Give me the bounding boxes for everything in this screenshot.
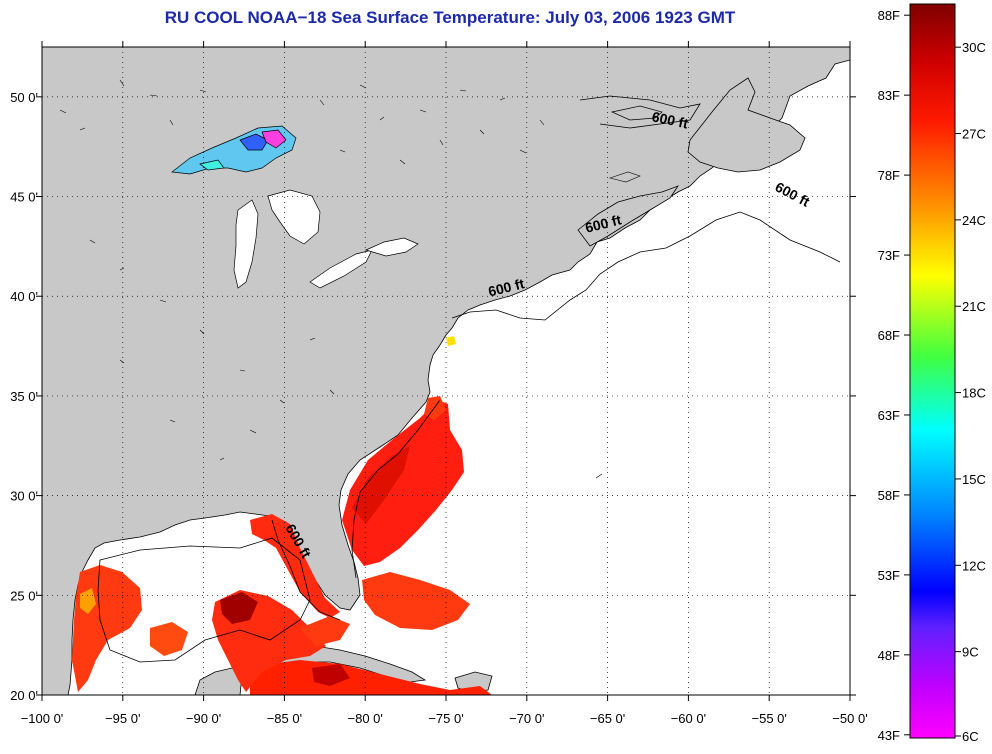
lon-tick-label: −70 0' — [509, 711, 544, 726]
fahrenheit-label: 78F — [878, 168, 900, 183]
fahrenheit-label: 58F — [878, 488, 900, 503]
newfoundland-land — [687, 77, 806, 173]
hispaniola-land — [454, 671, 493, 693]
sst-gulf-pocket — [150, 622, 188, 656]
lon-tick-label: −80 0' — [348, 711, 383, 726]
lat-tick-label: 45 0' — [10, 190, 38, 205]
isobath-label: 600 ft — [650, 108, 689, 131]
fahrenheit-label: 53F — [878, 568, 900, 583]
sst-nj-yellow — [446, 336, 456, 346]
sst-atlantic-se — [342, 400, 464, 566]
sst-atlantic-inner — [352, 446, 410, 524]
lon-tick-label: −60 0' — [671, 711, 706, 726]
lat-tick-label: 20 0' — [10, 688, 38, 703]
isobath-florida-west — [271, 519, 341, 621]
colorbar: 88F 83F 78F 73F 68F 63F 58F 53F 48F 43F 30C 27C 24C… — [878, 3, 986, 744]
lat-tick-label: 50 0' — [10, 90, 38, 105]
isobath-gulf-loop — [97, 537, 311, 663]
celsius-label: 15C — [962, 472, 986, 487]
fahrenheit-label: 68F — [878, 328, 900, 343]
isobath-contours — [97, 95, 841, 663]
fahrenheit-label: 83F — [878, 88, 900, 103]
lon-tick-label: −50 0' — [832, 711, 867, 726]
celsius-label: 18C — [962, 386, 986, 401]
isobath-southeast — [351, 399, 441, 579]
isobath-northeast — [451, 211, 841, 321]
fahrenheit-label: 63F — [878, 408, 900, 423]
sst-data — [72, 336, 492, 695]
lat-tick-label: 40 0' — [10, 289, 38, 304]
celsius-label: 9C — [962, 645, 979, 660]
lat-tick-label: 30 0' — [10, 489, 38, 504]
lon-tick-label: −65 0' — [590, 711, 625, 726]
lon-tick-label: −100 0' — [21, 711, 64, 726]
lake-michigan — [233, 199, 259, 289]
lat-tick-label: 25 0' — [10, 588, 38, 603]
colorbar-celsius-labels: 30C 27C 24C 21C 18C 15C 12C 9C 6C — [955, 40, 986, 744]
fahrenheit-label: 48F — [878, 648, 900, 663]
lake-huron — [267, 189, 321, 245]
map-title: RU COOL NOAA−18 Sea Surface Temperature:… — [164, 8, 736, 27]
celsius-label: 6C — [962, 729, 979, 744]
colorbar-fahrenheit-labels: 88F 83F 78F 73F 68F 63F 58F 53F 48F 43F — [878, 8, 910, 743]
sst-caribbean — [250, 660, 492, 695]
anticosti-island — [610, 105, 663, 121]
axis-ticks: −100 0' −95 0' −90 0' −85 0' −80 0' −75 0' −70… — [10, 41, 868, 726]
celsius-label: 21C — [962, 299, 986, 314]
lake-ontario — [364, 237, 419, 257]
sst-gulf-east — [250, 514, 340, 618]
lon-tick-label: −85 0' — [267, 711, 302, 726]
graticule — [42, 47, 850, 695]
isobath-gulf-of-st-lawrence — [579, 95, 701, 129]
sst-florida-straits — [300, 616, 350, 646]
pei-land — [608, 171, 641, 183]
lon-tick-label: −75 0' — [428, 711, 463, 726]
lon-tick-label: −90 0' — [186, 711, 221, 726]
lake-erie — [309, 249, 373, 289]
lake-superior-cold — [239, 133, 269, 151]
fahrenheit-label: 73F — [878, 248, 900, 263]
celsius-label: 30C — [962, 40, 986, 55]
great-lakes — [171, 125, 419, 289]
lon-tick-label: −95 0' — [105, 711, 140, 726]
celsius-label: 12C — [962, 558, 986, 573]
sst-bahamas — [362, 572, 470, 630]
fahrenheit-label: 43F — [878, 728, 900, 743]
colorbar-gradient — [909, 3, 956, 739]
nova-scotia-land — [577, 185, 680, 247]
lat-tick-label: 35 0' — [10, 389, 38, 404]
lake-superior-magenta — [261, 129, 287, 149]
small-lakes — [59, 79, 603, 479]
celsius-label: 27C — [962, 127, 986, 142]
celsius-label: 24C — [962, 213, 986, 228]
sst-caribbean-warm — [312, 664, 350, 686]
sst-gulf-west-cool — [80, 588, 96, 614]
lon-tick-label: −55 0' — [752, 711, 787, 726]
fahrenheit-label: 88F — [878, 8, 900, 23]
lake-superior-cyan — [199, 159, 225, 171]
sst-gulf-central-warm — [220, 592, 258, 624]
